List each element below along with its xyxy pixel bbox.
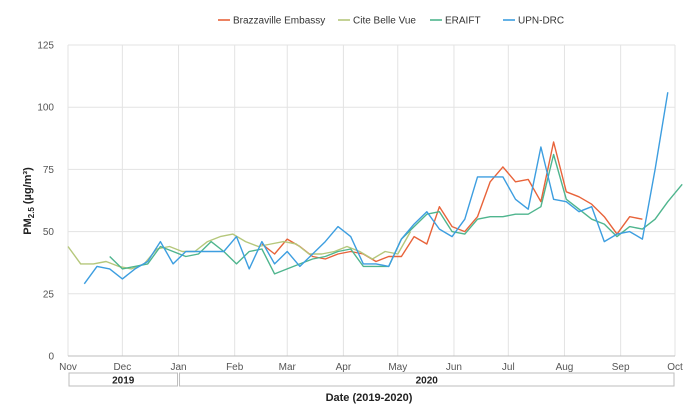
y-tick-label: 125 — [37, 41, 54, 52]
series-line-cite-belle-vue — [67, 231, 412, 270]
year-band-label: 2019 — [112, 376, 135, 387]
series-line-upn-drc — [83, 92, 669, 285]
legend: Brazzaville Embassy Cite Belle Vue ERAIFT U… — [218, 16, 564, 27]
x-tick-label: Jul — [502, 362, 515, 373]
x-axis-title: Date (2019-2020) — [326, 392, 413, 404]
y-tick-label: 0 — [48, 352, 54, 363]
svg-text:PM2.5(µg/m³): PM2.5 (µg/m³) — [22, 167, 36, 235]
x-tick-label: Oct — [667, 362, 683, 373]
x-tick-label: Jun — [446, 362, 462, 373]
x-tick-label: Dec — [113, 362, 131, 373]
x-tick-label: May — [388, 362, 407, 373]
legend-label: ERAIFT — [445, 16, 481, 27]
year-band — [179, 372, 675, 387]
year-band — [68, 372, 179, 387]
y-axis-title: PM2.5 (µg/m³) — [22, 167, 36, 235]
year-band-label: 2020 — [416, 376, 439, 387]
series-lines — [67, 92, 683, 285]
x-tick-label: Feb — [226, 362, 244, 373]
series-line-brazzaville-embassy — [261, 141, 643, 263]
gridlines — [67, 44, 676, 357]
x-tick-label: Apr — [336, 362, 352, 373]
y-tick-label: 75 — [43, 165, 55, 176]
legend-label: Cite Belle Vue — [353, 16, 416, 27]
legend-label: UPN-DRC — [518, 16, 564, 27]
y-tick-label: 25 — [43, 289, 55, 300]
legend-label: Brazzaville Embassy — [233, 16, 325, 27]
x-tick-label: Sep — [612, 362, 630, 373]
axes: 0 25 50 75 100 125 Nov Dec Jan Feb Mar Apr May Jun Jul… — [37, 41, 683, 387]
x-tick-label: Jan — [170, 362, 186, 373]
y-tick-label: 50 — [43, 227, 55, 238]
x-tick-label: Mar — [279, 362, 297, 373]
y-axis-title-units: (µg/m³) — [22, 167, 34, 204]
x-tick-label: Nov — [59, 362, 77, 373]
y-tick-label: 100 — [37, 103, 54, 114]
y-axis-title-sub: 2.5 — [27, 207, 36, 219]
y-axis-title-main: PM — [22, 218, 34, 235]
x-tick-label: Aug — [556, 362, 574, 373]
